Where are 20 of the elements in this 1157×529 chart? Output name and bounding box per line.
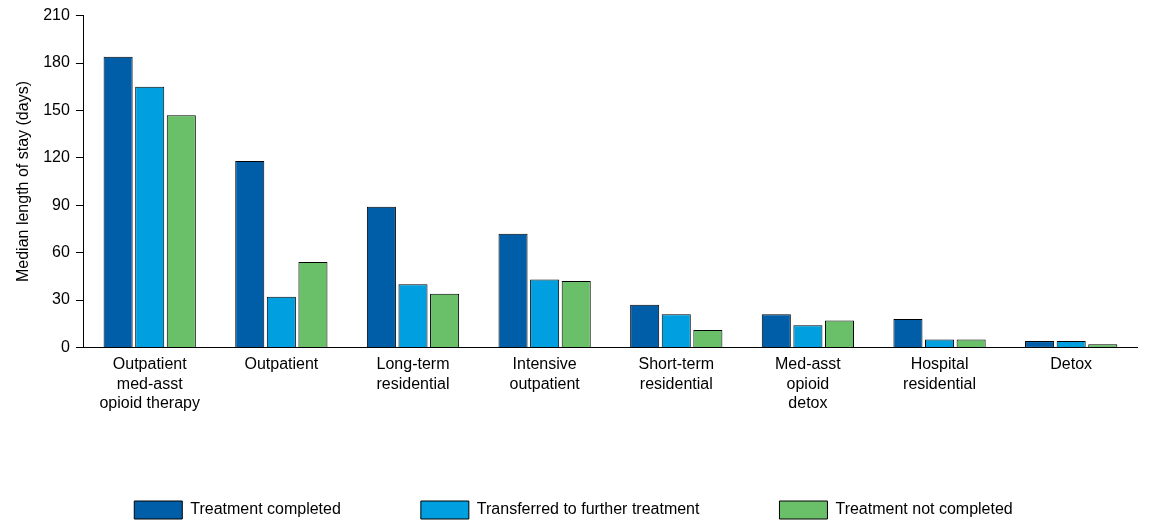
x-tick-label: Short-term residential (638, 355, 715, 392)
x-tick-label: Intensive outpatient (509, 355, 581, 392)
x-tick-label: Outpatient (244, 355, 319, 373)
x-tick-label: Long-term residential (376, 355, 450, 392)
y-tick-label: 60 (52, 243, 70, 261)
y-tick-label: 210 (43, 6, 70, 24)
legend-label: Treatment completed (190, 500, 341, 518)
y-tick-label: 180 (43, 53, 70, 71)
y-tick-label: 0 (60, 337, 70, 355)
x-tick-label: Med-asst opioid detox (775, 355, 842, 411)
y-tick-label: 90 (52, 195, 70, 213)
y-axis-title: Median length of stay (days) (14, 81, 32, 282)
legend-label: Treatment not completed (835, 500, 1013, 518)
y-tick-label: 30 (52, 290, 70, 308)
y-tick-label: 150 (43, 100, 70, 118)
x-tick-label: Outpatient med-asst opioid therapy (99, 355, 200, 411)
y-tick-label: 120 (43, 148, 70, 166)
x-tick-label: Hospital residential (903, 355, 977, 392)
legend-label: Transferred to further treatment (476, 500, 701, 518)
x-tick-label: Detox (1050, 355, 1093, 373)
